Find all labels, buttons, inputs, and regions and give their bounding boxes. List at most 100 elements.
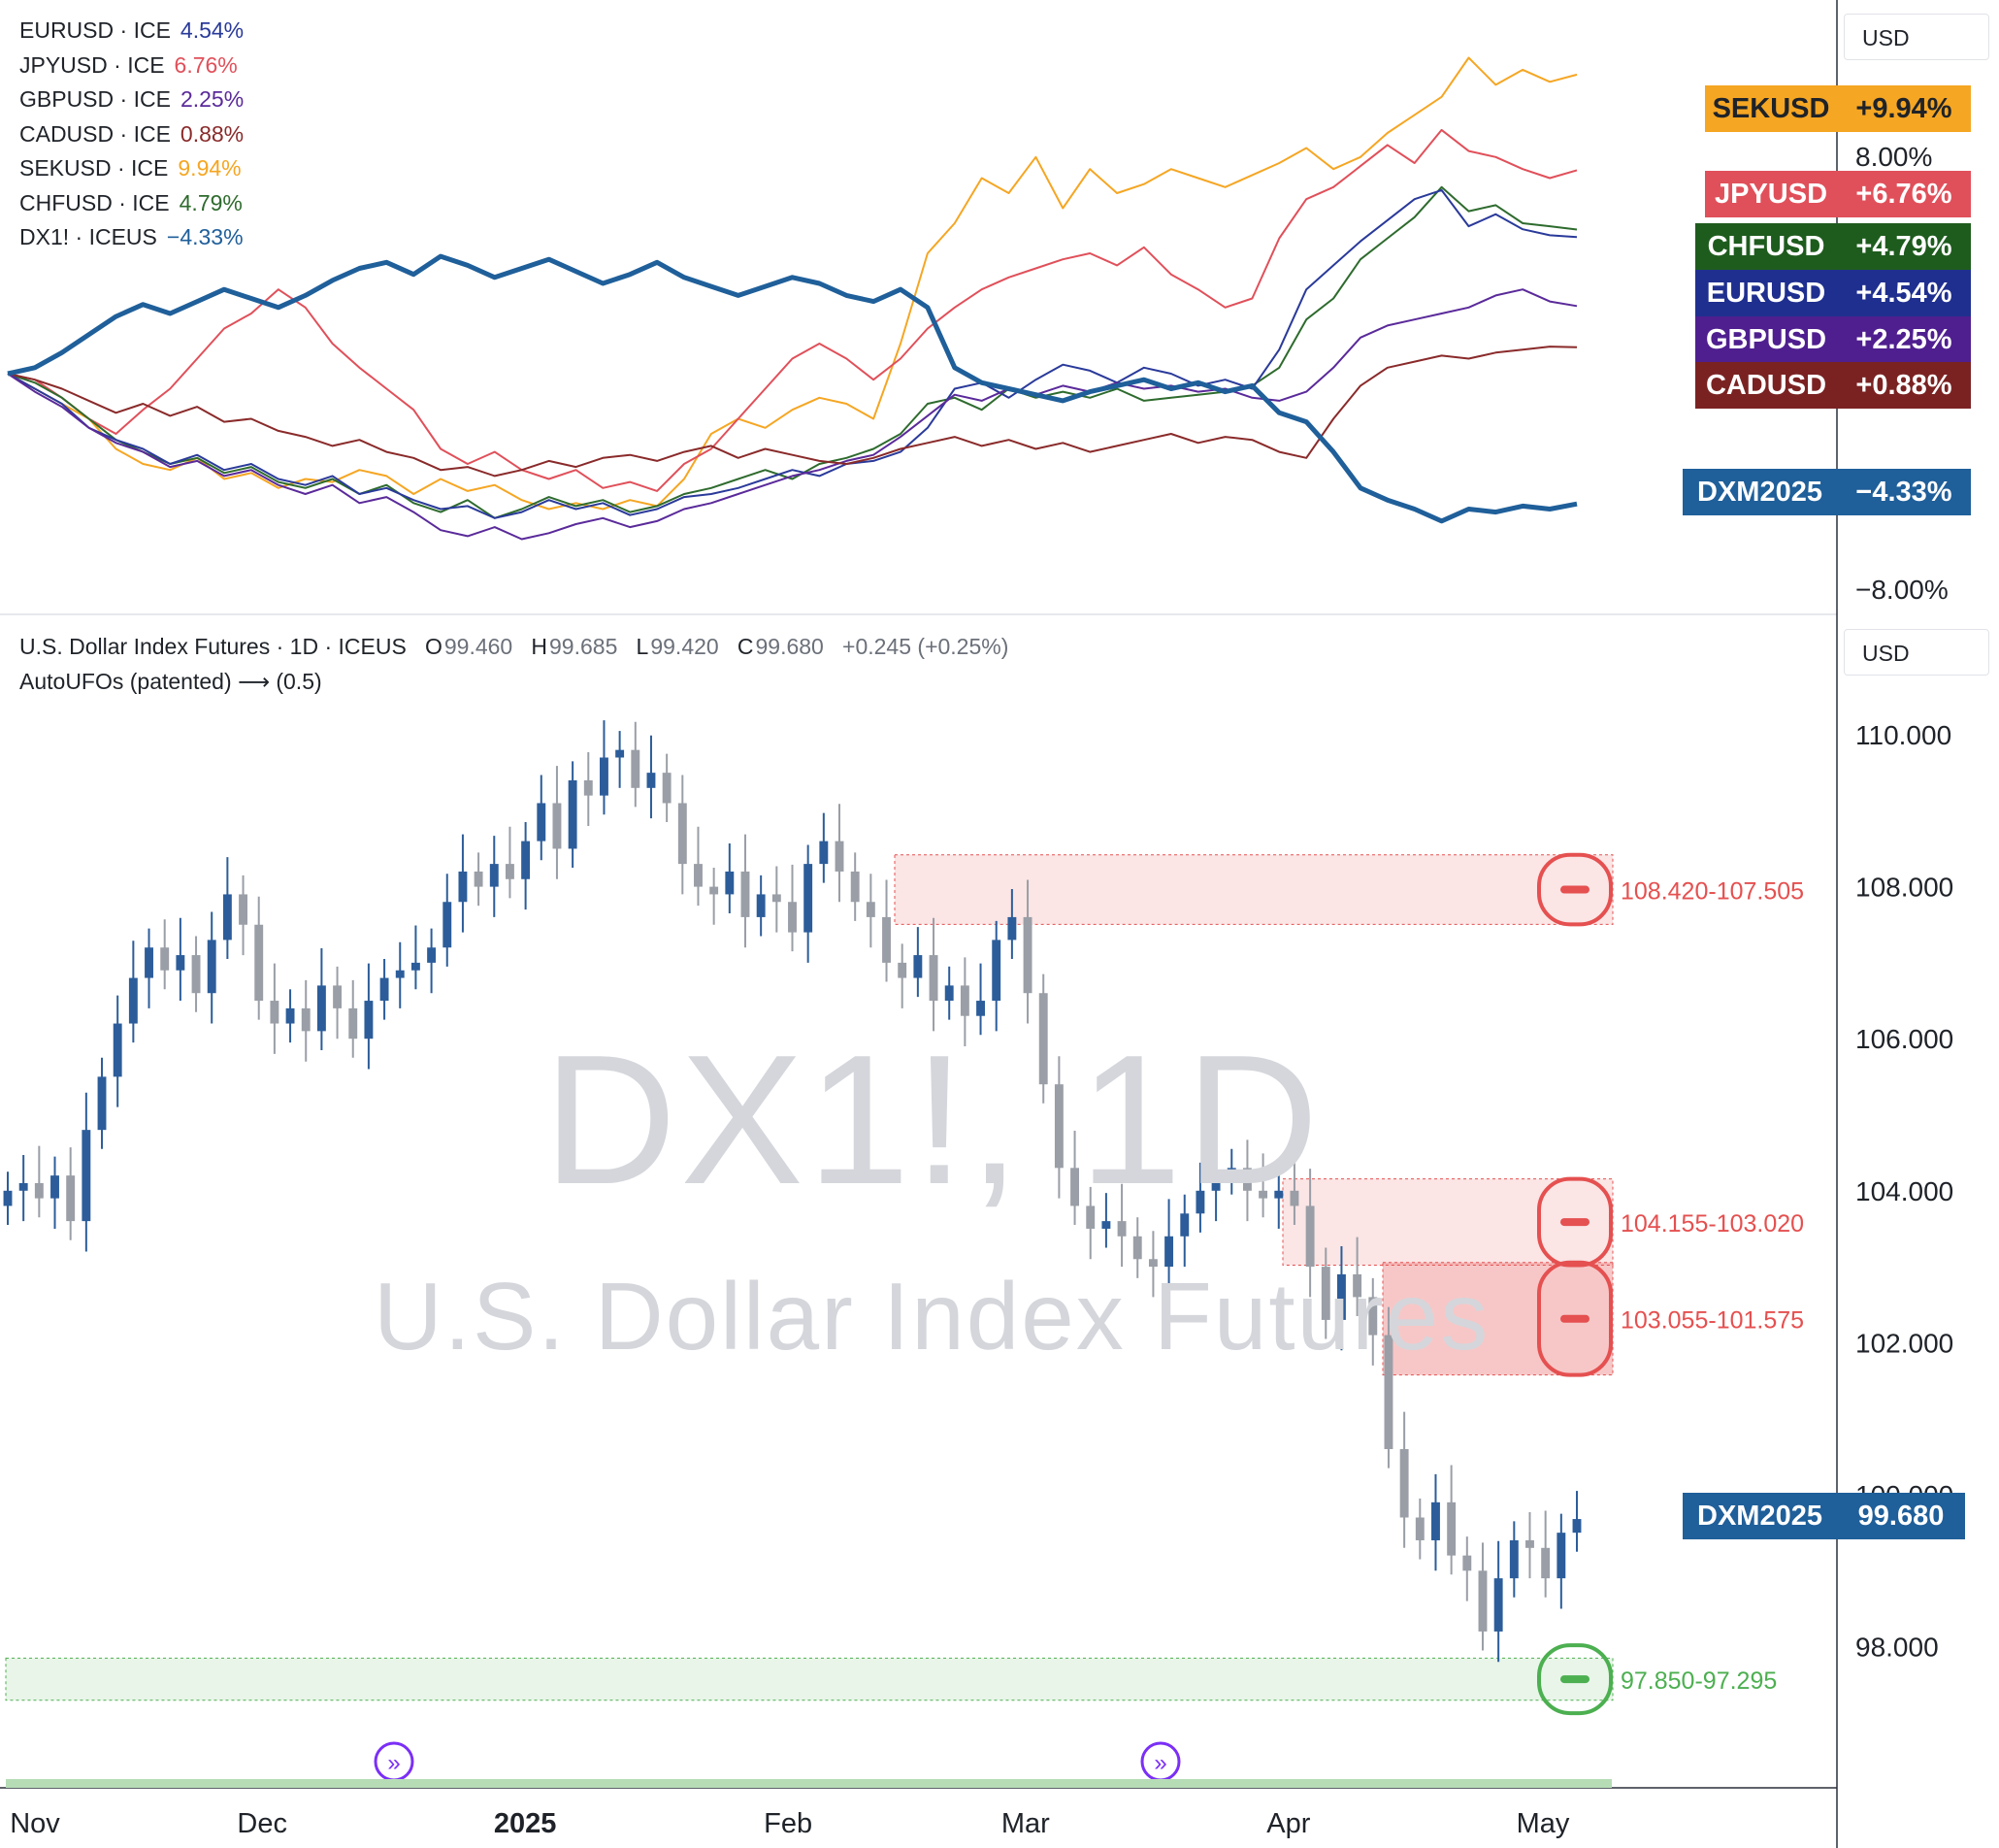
tag-gbpusd[interactable]: GBPUSD +2.25% xyxy=(1695,316,1971,363)
candle-body xyxy=(662,773,672,804)
candle-body xyxy=(1227,1168,1236,1176)
time-axis-ticks[interactable]: Nov Dec 2025 Feb Mar Apr May xyxy=(10,1808,1570,1839)
candle-body xyxy=(474,871,483,887)
tag-jpyusd[interactable]: JPYUSD +6.76% xyxy=(1705,171,1971,217)
legend-exchange: ICE xyxy=(133,120,171,147)
price-axis-label: 98.000 xyxy=(1855,1633,1939,1663)
candle-body xyxy=(458,871,468,903)
legend-symbol: DX1! xyxy=(19,224,70,249)
ufo-zone-label: 97.850-97.295 xyxy=(1621,1667,1777,1695)
candle-body xyxy=(913,955,923,978)
candle-body xyxy=(348,1007,358,1040)
candle-body xyxy=(254,924,264,1002)
candle-body xyxy=(1321,1267,1330,1320)
candle-body xyxy=(160,947,170,971)
candle-body xyxy=(1164,1236,1174,1268)
event-marker-icon[interactable]: » xyxy=(374,1741,414,1782)
time-axis-label: Nov xyxy=(10,1808,60,1839)
candle-body xyxy=(285,1007,295,1024)
tag-value: +4.79% xyxy=(1837,223,1971,270)
legend-row-gbpusd[interactable]: GBPUSD · ICE 2.25% xyxy=(19,86,245,112)
candle-body xyxy=(552,803,562,849)
symbol-row[interactable]: U.S. Dollar Index Futures · 1D · ICEUS O… xyxy=(19,629,1008,664)
svg-text:»: » xyxy=(387,1750,400,1776)
indicator-label: AutoUFOs (patented) ⟶ (0.5) xyxy=(19,669,322,694)
candle-body xyxy=(646,773,656,788)
svg-text:»: » xyxy=(1154,1750,1166,1776)
indicator-row[interactable]: AutoUFOs (patented) ⟶ (0.5) xyxy=(19,664,1008,699)
legend-row-eurusd[interactable]: EURUSD · ICE 4.54% xyxy=(19,17,245,43)
candle-body xyxy=(270,1001,279,1024)
tag-value: −4.33% xyxy=(1837,469,1971,515)
ufo-zone-dash xyxy=(1560,1314,1589,1323)
candle-body xyxy=(944,985,954,1002)
compare-line-gbpusd xyxy=(7,288,1578,541)
tag-eurusd[interactable]: EURUSD +4.54% xyxy=(1695,270,1971,316)
candle-body xyxy=(1242,1168,1252,1191)
ohlc-open: 99.460 xyxy=(443,634,513,659)
legend-symbol: JPYUSD xyxy=(19,51,108,78)
legend-value: 4.54% xyxy=(180,17,245,43)
time-axis-label: May xyxy=(1517,1808,1570,1839)
candle-body xyxy=(615,749,625,758)
price-tag-symbol: DXM2025 xyxy=(1683,1493,1837,1539)
candle-body xyxy=(819,841,829,865)
candle-body xyxy=(1541,1547,1551,1579)
legend-value: 2.25% xyxy=(180,86,245,112)
candle-body xyxy=(992,940,1001,1002)
candle-body xyxy=(976,1001,985,1016)
candle-body xyxy=(1399,1449,1409,1518)
candle-body xyxy=(850,871,860,903)
candle-body xyxy=(379,977,389,1002)
tag-sekusd[interactable]: SEKUSD +9.94% xyxy=(1705,85,1971,132)
candle-body xyxy=(1007,916,1017,940)
candle-body xyxy=(521,841,531,879)
candle-body xyxy=(882,916,891,963)
legend-row-jpyusd[interactable]: JPYUSD · ICE 6.76% xyxy=(19,51,238,78)
legend-value: 4.79% xyxy=(179,189,243,215)
tag-dxm2025-compare[interactable]: DXM2025 −4.33% xyxy=(1683,469,1971,515)
tag-name: SEKUSD xyxy=(1705,85,1837,132)
legend-row-dx1[interactable]: DX1! · ICEUS −4.33% xyxy=(19,224,244,249)
ufo-zone-marker xyxy=(1537,852,1613,927)
ufo-zone-label: 108.420-107.505 xyxy=(1621,878,1804,906)
ufo-zone xyxy=(1282,1178,1614,1267)
candle-body xyxy=(1462,1555,1472,1571)
ohlc-low-label: L xyxy=(636,634,649,659)
legend-row-cadusd[interactable]: CADUSD · ICE 0.88% xyxy=(19,120,245,147)
ohlc-values: O99.460 H99.685 L99.420 C99.680 +0.245 (… xyxy=(425,634,1008,659)
tag-value: +9.94% xyxy=(1837,85,1971,132)
candle-body xyxy=(1557,1533,1566,1579)
ufo-zone-marker xyxy=(1537,1260,1613,1377)
candle-body xyxy=(677,803,687,865)
tag-name: EURUSD xyxy=(1695,270,1837,316)
tag-chfusd[interactable]: CHFUSD +4.79% xyxy=(1695,223,1971,270)
tag-cadusd[interactable]: CADUSD +0.88% xyxy=(1695,362,1971,409)
candle-body xyxy=(788,902,797,933)
candle-body xyxy=(568,779,577,849)
currency-selector-main[interactable]: USD xyxy=(1844,629,1989,676)
legend-symbol: CADUSD xyxy=(19,120,115,147)
event-marker-icon[interactable]: » xyxy=(1140,1741,1181,1782)
currency-selector-top[interactable]: USD xyxy=(1844,14,1989,60)
compare-axis-label: −8.00% xyxy=(1855,575,1949,605)
candle-body xyxy=(145,947,153,978)
candle-body xyxy=(301,1007,311,1032)
price-axis-label: 104.000 xyxy=(1855,1176,1953,1206)
legend-value: 0.88% xyxy=(180,120,245,147)
candle-body xyxy=(207,940,216,994)
last-price-tag[interactable]: DXM2025 99.680 xyxy=(1683,1493,1965,1539)
candle-body xyxy=(740,871,750,917)
legend-row-sekusd[interactable]: SEKUSD · ICE 9.94% xyxy=(19,155,242,181)
candle-body xyxy=(803,864,813,933)
ufo-zone-label: 103.055-101.575 xyxy=(1621,1307,1804,1335)
candle-body xyxy=(3,1190,13,1206)
price-axis-label: 110.000 xyxy=(1855,720,1951,750)
ufo-zone xyxy=(5,1657,1614,1701)
candle-body xyxy=(1509,1539,1519,1579)
ohlc-change: +0.245 (+0.25%) xyxy=(842,634,1009,659)
legend-row-chfusd[interactable]: CHFUSD · ICE 4.79% xyxy=(19,189,243,215)
tag-name: GBPUSD xyxy=(1695,316,1837,363)
